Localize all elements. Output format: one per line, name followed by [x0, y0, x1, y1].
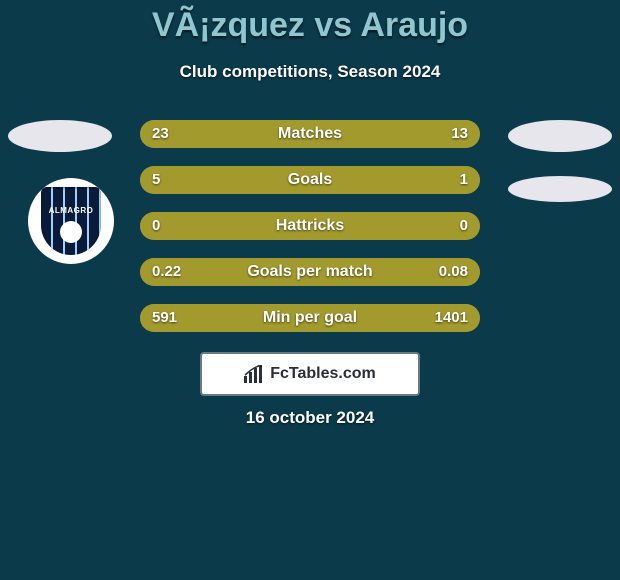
club-shield-text: ALMAGRO	[49, 206, 94, 215]
stat-row: 51Goals	[140, 166, 480, 194]
date-text: 16 october 2024	[0, 408, 620, 428]
player-right-avatar-1	[508, 120, 612, 152]
stat-label: Goals	[140, 166, 480, 194]
source-text: FcTables.com	[270, 365, 376, 383]
subtitle: Club competitions, Season 2024	[0, 62, 620, 82]
club-badge-left: ALMAGRO	[28, 178, 114, 264]
bar-chart-icon	[244, 365, 264, 383]
soccer-ball-icon	[60, 221, 82, 243]
stat-row: 00Hattricks	[140, 212, 480, 240]
stat-bars: 2313Matches 51Goals 00Hattricks 0.220.08Goa…	[140, 120, 480, 350]
stat-label: Hattricks	[140, 212, 480, 240]
stat-row: 0.220.08Goals per match	[140, 258, 480, 286]
player-left-avatar-1	[8, 120, 112, 152]
stat-label: Matches	[140, 120, 480, 148]
comparison-infographic: VÃ¡zquez vs Araujo Club competitions, Se…	[0, 0, 620, 580]
stat-row: 5911401Min per goal	[140, 304, 480, 332]
club-shield: ALMAGRO	[41, 187, 101, 255]
page-title: VÃ¡zquez vs Araujo	[0, 6, 620, 45]
source-badge: FcTables.com	[200, 352, 420, 396]
stat-label: Min per goal	[140, 304, 480, 332]
player-right-avatar-2	[508, 176, 612, 202]
stat-row: 2313Matches	[140, 120, 480, 148]
stat-label: Goals per match	[140, 258, 480, 286]
